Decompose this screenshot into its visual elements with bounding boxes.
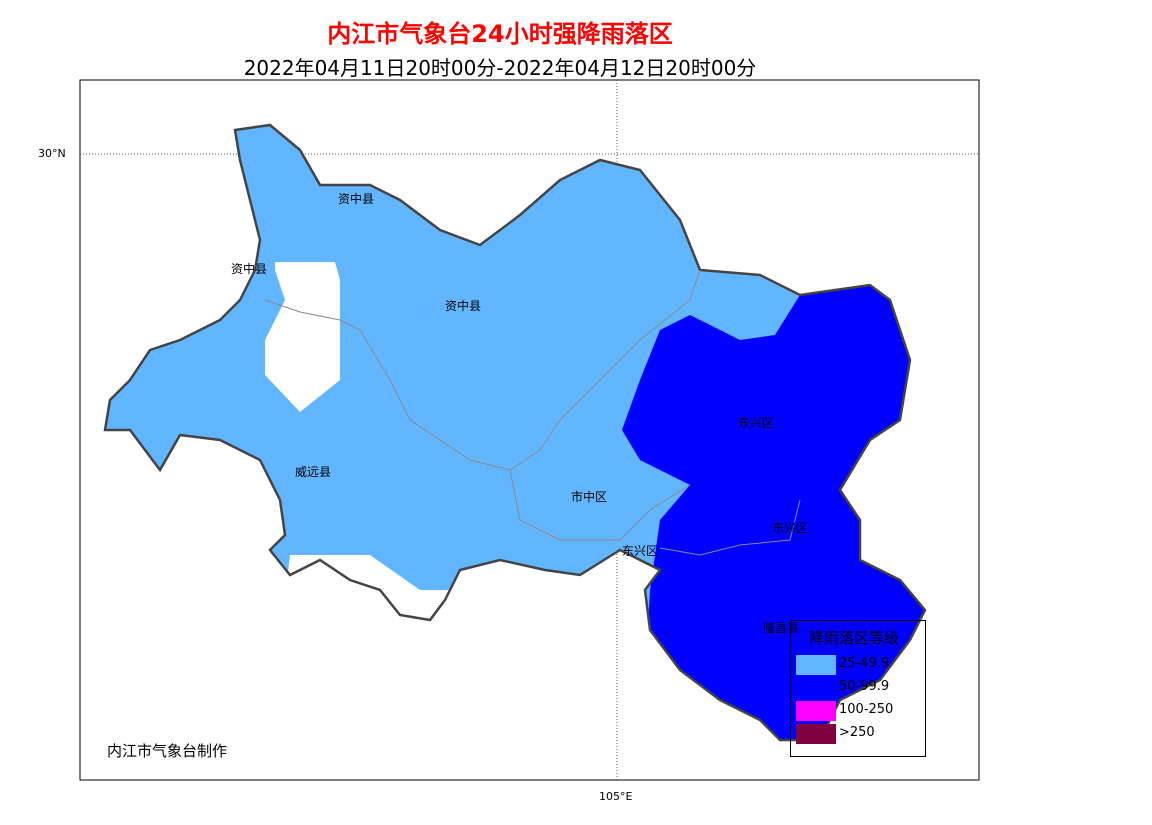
map-subtitle: 2022年04月11日20时00分-2022年04月12日20时00分	[243, 56, 757, 80]
legend-label: >250	[839, 725, 875, 740]
footer-credit: 内江市气象台制作	[107, 742, 228, 760]
map-title: 内江市气象台24小时强降雨落区	[327, 20, 673, 48]
legend-label: 50-99.9	[839, 679, 890, 694]
legend-label: 25-49.9	[839, 656, 890, 671]
legend-swatch	[796, 724, 836, 744]
legend-label: 100-250	[839, 702, 894, 717]
place-label: 东兴区	[772, 521, 808, 535]
place-label: 资中县	[338, 191, 374, 206]
legend-title: 降雨落区等级	[809, 629, 900, 647]
place-label: 威远县	[295, 465, 331, 479]
legend-swatch	[796, 701, 836, 721]
no-rain-area	[265, 262, 340, 412]
place-label: 资中县	[231, 261, 267, 276]
place-label: 资中县	[445, 298, 481, 313]
city-boundary	[103, 123, 927, 742]
longitude-label: 105°E	[599, 790, 633, 803]
map-frame	[79, 79, 980, 781]
legend: 降雨落区等级 25-49.9 50-99.9 100-250 >250	[790, 620, 926, 757]
county-boundary	[509, 469, 691, 541]
rain-area-50-99	[622, 250, 925, 740]
latitude-label: 30°N	[38, 147, 66, 160]
county-boundary	[264, 269, 701, 471]
place-label: 东兴区	[738, 416, 774, 430]
place-label: 东兴区	[622, 544, 658, 558]
legend-swatch	[796, 678, 836, 698]
legend-swatch	[796, 655, 836, 675]
county-boundary	[659, 499, 801, 556]
place-label: 市中区	[571, 489, 607, 504]
